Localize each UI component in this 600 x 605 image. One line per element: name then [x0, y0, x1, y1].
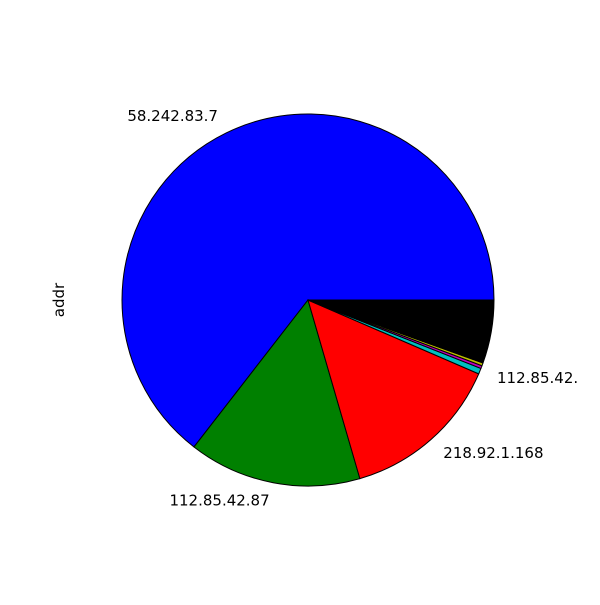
pie-slice: [193, 298, 361, 487]
pie-slice: [121, 113, 495, 448]
pie-slice-label: 218.92.1.168: [443, 444, 543, 462]
pie-labels: 58.242.83.7 112.85.42.87 218.92.1.168 112.8…: [127, 107, 578, 510]
y-axis-label: addr: [50, 282, 68, 317]
pie-slice-label: 58.242.83.7: [127, 107, 218, 125]
pie-slice-label: 112.85.42.87: [169, 491, 269, 509]
pie-slices: [121, 113, 495, 487]
pie-slice-label: 112.85.42.: [497, 369, 578, 387]
pie-slice: [307, 299, 495, 364]
pie-slice: [307, 299, 480, 480]
